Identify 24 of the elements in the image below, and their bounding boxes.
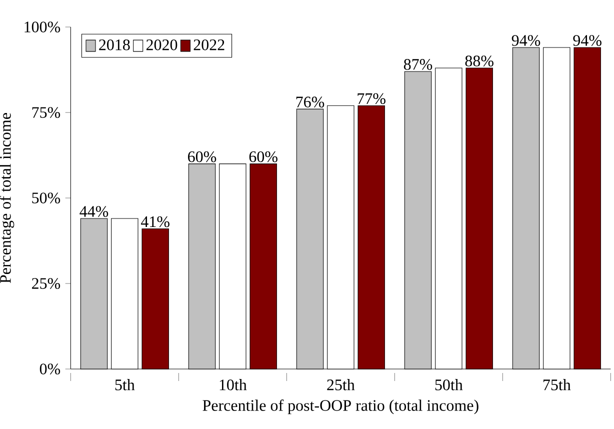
x-tick-label: 75th	[543, 379, 571, 390]
legend-label: 2018	[99, 39, 130, 50]
y-tick-label: 100%	[24, 22, 60, 32]
data-label: 88%	[465, 56, 494, 66]
x-tick-label: 5th	[115, 379, 135, 390]
data-label: 77%	[358, 93, 386, 104]
data-label: 87%	[404, 59, 432, 70]
data-label: 76%	[296, 96, 324, 108]
x-tick-label: 50th	[435, 379, 463, 390]
x-axis-title: Percentile of post-OOP ratio (total income)	[202, 399, 478, 414]
legend-label: 2020	[146, 39, 178, 50]
y-tick-label: 50%	[32, 192, 60, 204]
data-label: 60%	[188, 151, 216, 162]
legend-label: 2022	[194, 39, 224, 50]
x-tick-label: 10th	[220, 379, 247, 390]
data-label: 94%	[573, 35, 602, 46]
data-label: 44%	[80, 206, 108, 217]
y-tick-label: 75%	[32, 107, 60, 118]
y-tick-label: 0%	[40, 364, 60, 374]
y-tick-label: 25%	[32, 278, 60, 289]
x-tick-label: 25th	[327, 379, 355, 390]
data-label: 94%	[512, 35, 540, 46]
data-label: 41%	[140, 216, 170, 228]
data-label: 60%	[249, 151, 278, 162]
